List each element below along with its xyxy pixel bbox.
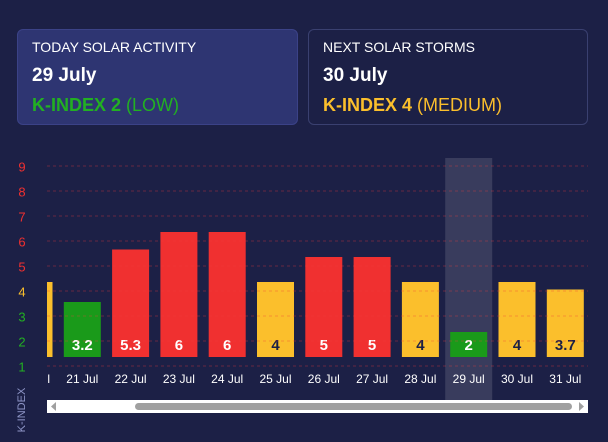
bar — [47, 282, 53, 357]
x-tick-label: 28 Jul — [404, 372, 436, 386]
k-level: (LOW) — [126, 95, 180, 115]
highlight-column — [445, 158, 493, 400]
y-tick-label: 3 — [18, 309, 25, 324]
value-label: 4 — [416, 337, 425, 354]
x-tick-label: 22 Jul — [115, 372, 147, 386]
value-label: 4 — [271, 337, 280, 354]
bar — [450, 332, 488, 357]
k-level: (MEDIUM) — [417, 95, 503, 115]
value-label: 3.7 — [555, 337, 576, 354]
scroll-right[interactable] — [579, 402, 584, 411]
value-label: 6 — [175, 337, 183, 354]
bar — [305, 257, 343, 357]
bar — [498, 282, 536, 357]
card-label: NEXT SOLAR STORMS — [323, 39, 475, 55]
next-card: NEXT SOLAR STORMS 30 July K-INDEX 4 (MED… — [308, 29, 588, 125]
y-tick-label: 5 — [18, 259, 25, 274]
scroll-thumb[interactable] — [135, 403, 572, 410]
value-label: 4 — [30, 337, 39, 354]
plot: 20 Jul 4 21 Jul 3.2 22 Jul 5.3 23 Jul 6 24 Jul 6 2… — [18, 158, 584, 400]
bar — [112, 249, 150, 357]
value-label: 5 — [368, 337, 376, 354]
x-tick-label: 20 Jul — [18, 372, 50, 386]
bar — [63, 302, 101, 357]
card-label: TODAY SOLAR ACTIVITY — [32, 39, 197, 55]
y-tick-label: 4 — [18, 284, 25, 299]
x-tick-label: 23 Jul — [163, 372, 195, 386]
x-tick-label: 25 Jul — [259, 372, 291, 386]
y-axis-title: K-INDEX — [16, 387, 28, 432]
k-index: K-INDEX 2 — [32, 95, 122, 115]
card-index: K-INDEX 2 (LOW) — [32, 95, 283, 116]
y-tick-label: 8 — [18, 184, 25, 199]
y-tick-label: 6 — [18, 234, 25, 249]
card-index: K-INDEX 4 (MEDIUM) — [323, 95, 573, 116]
bar — [160, 232, 198, 357]
bar — [208, 232, 246, 357]
k-index: K-INDEX 4 — [323, 95, 413, 115]
bar — [353, 257, 391, 357]
value-label: 2 — [465, 337, 473, 354]
bar — [401, 282, 439, 357]
x-tick-label: 24 Jul — [211, 372, 243, 386]
bar — [257, 282, 294, 357]
x-tick-label: 30 Jul — [501, 372, 533, 386]
value-label: 5 — [320, 337, 328, 354]
y-tick-label: 1 — [18, 359, 25, 374]
value-label: 4 — [513, 337, 522, 354]
x-tick-label: 26 Jul — [308, 372, 340, 386]
y-tick-label: 7 — [18, 209, 25, 224]
value-label: 3.2 — [72, 337, 93, 354]
card-date: 30 July — [323, 65, 388, 86]
x-tick-label: 27 Jul — [356, 372, 388, 386]
today-card: TODAY SOLAR ACTIVITY 29 July K-INDEX 2 (… — [17, 29, 298, 125]
value-label: 6 — [223, 337, 231, 354]
scroll-left[interactable] — [51, 402, 56, 411]
bar — [546, 289, 584, 357]
y-tick-label: 2 — [18, 334, 25, 349]
x-tick-label: 31 Jul — [549, 372, 581, 386]
y-tick-label: 9 — [18, 159, 25, 174]
card-date: 29 July — [32, 65, 97, 86]
x-tick-label: 29 Jul — [453, 372, 485, 386]
x-tick-label: 21 Jul — [66, 372, 98, 386]
value-label: 5.3 — [120, 337, 141, 354]
